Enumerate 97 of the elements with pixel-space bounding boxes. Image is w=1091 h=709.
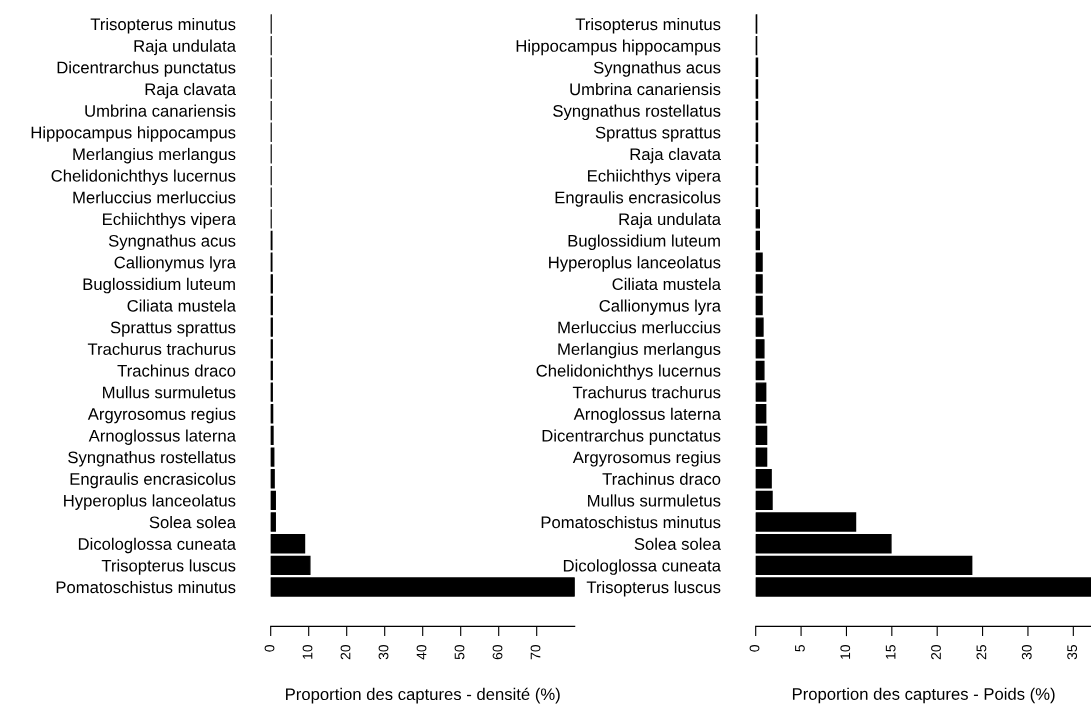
bar [755, 425, 768, 446]
x-tick-label: 20 [931, 644, 941, 660]
y-tick-label: Arnoglossus laterna [88, 429, 236, 445]
x-tick-label: 60 [492, 644, 503, 660]
bar [270, 555, 311, 576]
x-tick-label: 50 [454, 644, 465, 660]
bar [755, 252, 763, 272]
x-axis-title: Proportion des captures - Poids (%) [792, 687, 1055, 704]
bar [755, 317, 764, 337]
y-tick-label: Sprattus sprattus [110, 321, 236, 337]
x-tick-label: 10 [840, 644, 851, 659]
y-tick-label: Raja undulata [134, 39, 236, 56]
x-tick-label: 70 [530, 644, 541, 660]
bar [270, 534, 306, 554]
y-tick-label: Pomatoschistus minutus [541, 516, 721, 529]
y-tick-label: Raja clavata [630, 147, 721, 164]
bar [755, 534, 892, 554]
y-tick-label: Trachinus draco [117, 364, 236, 377]
y-tick-label: Callionymus lyra [114, 256, 236, 272]
bar [755, 295, 763, 316]
bar [755, 382, 767, 402]
y-tick-label: Raja undulata [619, 212, 721, 229]
y-tick-label: Hippocampus hippocampus [31, 126, 236, 142]
x-tick-label: 15 [885, 645, 896, 659]
y-tick-label: Hippocampus hippocampus [516, 39, 721, 56]
y-tick-label: Syngnathus rostellatus [68, 451, 236, 467]
bar [755, 447, 768, 467]
y-tick-label: Dicentrarchus punctatus [542, 429, 721, 445]
y-tick-label: Chelidonichthys lucernus [51, 169, 236, 186]
x-tick-label: 35 [1067, 645, 1078, 660]
y-tick-label: Callionymus lyra [599, 299, 721, 315]
x-axis-title: Proportion des captures - densité (%) [286, 687, 560, 704]
y-tick-label: Trisopterus minutus [90, 17, 236, 34]
x-tick-label: 30 [378, 644, 389, 660]
y-tick-label: Mullus surmuletus [588, 494, 721, 507]
bar [270, 577, 575, 597]
y-tick-label: Trisopterus luscus [586, 580, 721, 597]
bar [755, 209, 761, 229]
y-tick-label: Arnoglossus laterna [573, 407, 721, 424]
y-tick-label: Trisopterus minutus [575, 17, 721, 34]
bar [270, 490, 276, 511]
y-tick-label: Sprattus sprattus [595, 126, 721, 142]
y-tick-label: Pomatoschistus minutus [56, 580, 236, 594]
bar [755, 274, 763, 294]
x-tick-label: 5 [795, 645, 805, 652]
bar [270, 425, 274, 446]
y-tick-label: Dicologlossa cuneata [78, 537, 236, 554]
bar [270, 469, 275, 489]
y-tick-label: Solea solea [634, 537, 721, 550]
y-tick-label: Merlangius merlangus [73, 147, 236, 164]
y-tick-label: Ciliata mustela [612, 277, 721, 291]
y-tick-label: Engraulis encrasicolus [555, 191, 721, 207]
bar [755, 339, 765, 359]
y-tick-label: Trachurus trachurus [572, 386, 721, 399]
y-tick-label: Trachinus draco [602, 472, 721, 485]
y-tick-label: Trachurus trachurus [87, 342, 236, 356]
x-tick-label: 25 [976, 645, 987, 660]
y-tick-label: Syngnathus rostellatus [553, 104, 721, 121]
y-tick-label: Syngnathus acus [108, 234, 236, 251]
bar [755, 230, 761, 251]
y-tick-label: Raja clavata [145, 82, 236, 99]
x-tick-label: 40 [416, 644, 427, 660]
y-tick-label: Buglossidium luteum [568, 234, 720, 251]
bar [755, 404, 767, 424]
y-tick-label: Trisopterus luscus [101, 559, 236, 575]
bar [755, 577, 1091, 597]
x-tick-label: 10 [302, 644, 313, 659]
y-tick-label: Buglossidium luteum [83, 277, 235, 294]
x-tick-label: 0 [749, 644, 760, 652]
y-tick-label: Argyrosomus regius [572, 451, 721, 467]
x-tick-label: 20 [340, 644, 351, 660]
bar [755, 512, 857, 532]
y-tick-label: Merluccius merluccius [558, 321, 721, 334]
y-tick-label: Hyperoplus lanceolatus [549, 256, 721, 272]
y-tick-label: Argyrosomus regius [87, 407, 236, 424]
y-tick-label: Ciliata mustela [127, 299, 236, 312]
y-tick-label: Hyperoplus lanceolatus [64, 494, 236, 510]
y-tick-label: Dicentrarchus punctatus [57, 61, 236, 77]
y-tick-label: Umbrina canariensis [85, 104, 236, 117]
y-tick-label: Solea solea [149, 516, 236, 529]
y-tick-label: Engraulis encrasicolus [70, 472, 236, 489]
bar [755, 555, 973, 576]
y-tick-label: Umbrina canariensis [570, 82, 721, 96]
y-tick-label: Dicologlossa cuneata [563, 559, 721, 575]
y-tick-label: Merlangius merlangus [558, 342, 721, 359]
bar [755, 360, 765, 381]
y-tick-label: Chelidonichthys lucernus [536, 364, 721, 380]
y-tick-label: Echiichthys vipera [588, 169, 721, 186]
bar [270, 512, 276, 532]
y-tick-label: Mullus surmuletus [103, 386, 236, 399]
y-tick-label: Merluccius merluccius [73, 191, 236, 204]
bar [755, 490, 773, 511]
y-tick-label: Syngnathus acus [593, 61, 721, 77]
x-tick-label: 30 [1021, 644, 1032, 660]
x-tick-label: 0 [264, 644, 275, 652]
y-tick-label: Echiichthys vipera [103, 212, 236, 229]
bar [755, 469, 772, 489]
